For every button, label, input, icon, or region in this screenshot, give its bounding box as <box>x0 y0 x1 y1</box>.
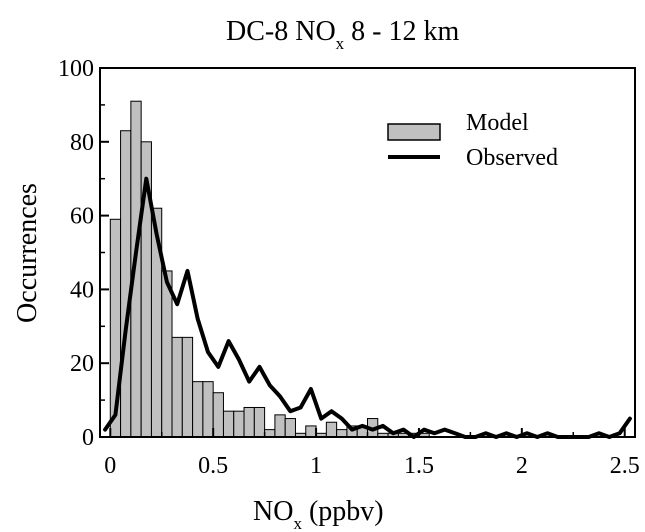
x-tick-label: 2 <box>516 453 528 479</box>
y-tick-label: 60 <box>70 204 94 230</box>
model-bar <box>233 410 245 438</box>
model-bar <box>222 410 235 438</box>
y-axis: 0 20 40 60 80 100 <box>58 56 109 451</box>
legend-swatch-model <box>387 123 441 141</box>
y-tick-label: 20 <box>70 351 94 377</box>
model-bar <box>171 336 183 438</box>
model-bar <box>284 418 296 438</box>
observed-line <box>103 176 632 439</box>
observed-line-layer <box>103 176 632 439</box>
legend: Model Observed <box>387 110 558 171</box>
chart-title: DC-8 NOx 8 - 12 km <box>226 16 459 53</box>
legend-label-model: Model <box>466 110 529 136</box>
model-bar <box>120 130 132 438</box>
x-tick-label: 0 <box>104 453 116 479</box>
x-tick-label: 0.5 <box>198 453 228 479</box>
y-tick-label: 40 <box>70 277 94 303</box>
model-bar <box>161 270 173 438</box>
x-axis: 0 0.5 1 1.5 2 2.5 <box>104 428 640 479</box>
legend-label-observed: Observed <box>466 145 558 171</box>
model-bar <box>192 381 204 438</box>
model-bars <box>109 100 430 438</box>
model-bar <box>336 429 348 438</box>
title-text: DC-8 NOx 8 - 12 km <box>226 16 459 53</box>
y-tick-label: 100 <box>58 56 94 82</box>
model-bar <box>212 392 224 438</box>
y-tick-label: 0 <box>82 425 94 451</box>
x-tick-label: 2.5 <box>610 453 640 479</box>
model-bar <box>202 381 214 438</box>
x-tick-label: 1.5 <box>404 453 434 479</box>
model-bar <box>274 414 286 438</box>
model-bar <box>181 336 194 438</box>
model-bar <box>305 425 317 438</box>
x-tick-label: 1 <box>310 453 322 479</box>
x-axis-label: NOx (ppbv) <box>253 496 384 532</box>
y-tick-label: 80 <box>70 130 94 156</box>
model-bar <box>264 429 276 438</box>
y-axis-label: Occurrences <box>12 183 43 323</box>
model-bar <box>325 421 338 438</box>
model-bar <box>243 406 255 438</box>
model-bar <box>253 406 266 438</box>
